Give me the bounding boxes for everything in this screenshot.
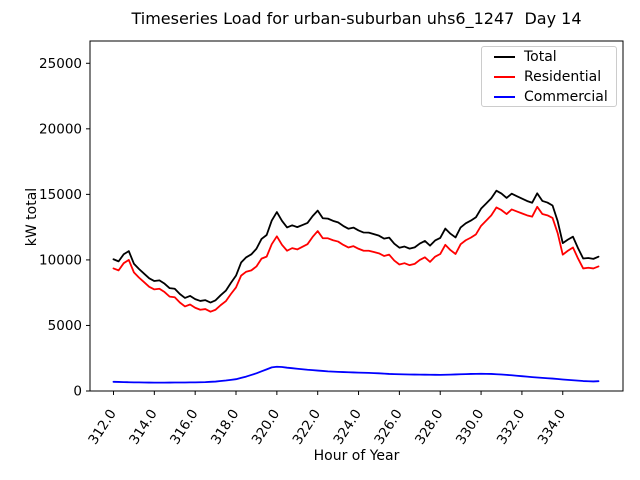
legend-item-total: Total xyxy=(494,49,616,65)
y-tick-label: 20000 xyxy=(39,121,82,137)
total-legend-swatch xyxy=(494,55,515,58)
total-series-line xyxy=(112,189,600,304)
total-legend-label: Total xyxy=(524,48,557,65)
y-tick-label: 0 xyxy=(73,384,82,400)
x-tick-label: 326.0 xyxy=(371,406,405,447)
x-axis-label: Hour of Year xyxy=(313,448,400,464)
residential-legend-swatch xyxy=(494,75,515,78)
y-tick-label: 10000 xyxy=(39,252,82,268)
commercial-legend-swatch xyxy=(494,95,515,98)
legend-item-commercial: Commercial xyxy=(494,89,616,105)
x-tick-label: 322.0 xyxy=(290,406,324,447)
x-tick-label: 316.0 xyxy=(167,406,201,447)
x-tick-label: 320.0 xyxy=(249,406,283,447)
x-tick-label: 332.0 xyxy=(494,406,528,447)
x-tick-label: 324.0 xyxy=(330,406,364,447)
x-tick-label: 318.0 xyxy=(208,406,242,447)
x-tick-label: 334.0 xyxy=(535,406,569,447)
y-tick-label: 5000 xyxy=(48,318,82,334)
y-tick-label: 15000 xyxy=(39,187,82,203)
x-tick-label: 328.0 xyxy=(412,406,446,447)
chart-title: Timeseries Load for urban-suburban uhs6_… xyxy=(131,9,582,28)
commercial-legend-label: Commercial xyxy=(524,88,608,105)
x-tick-label: 314.0 xyxy=(126,406,160,447)
residential-series-line xyxy=(112,205,600,313)
y-tick-label: 25000 xyxy=(39,56,82,72)
commercial-series-line xyxy=(112,365,600,384)
legend: Total Residential Commercial xyxy=(481,46,617,107)
axes-spines xyxy=(89,40,624,392)
x-tick-label: 330.0 xyxy=(453,406,487,447)
x-tick-label: 312.0 xyxy=(85,406,119,447)
legend-item-residential: Residential xyxy=(494,69,616,85)
residential-legend-label: Residential xyxy=(524,68,602,85)
